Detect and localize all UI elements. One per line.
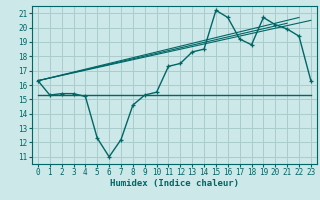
X-axis label: Humidex (Indice chaleur): Humidex (Indice chaleur): [110, 179, 239, 188]
